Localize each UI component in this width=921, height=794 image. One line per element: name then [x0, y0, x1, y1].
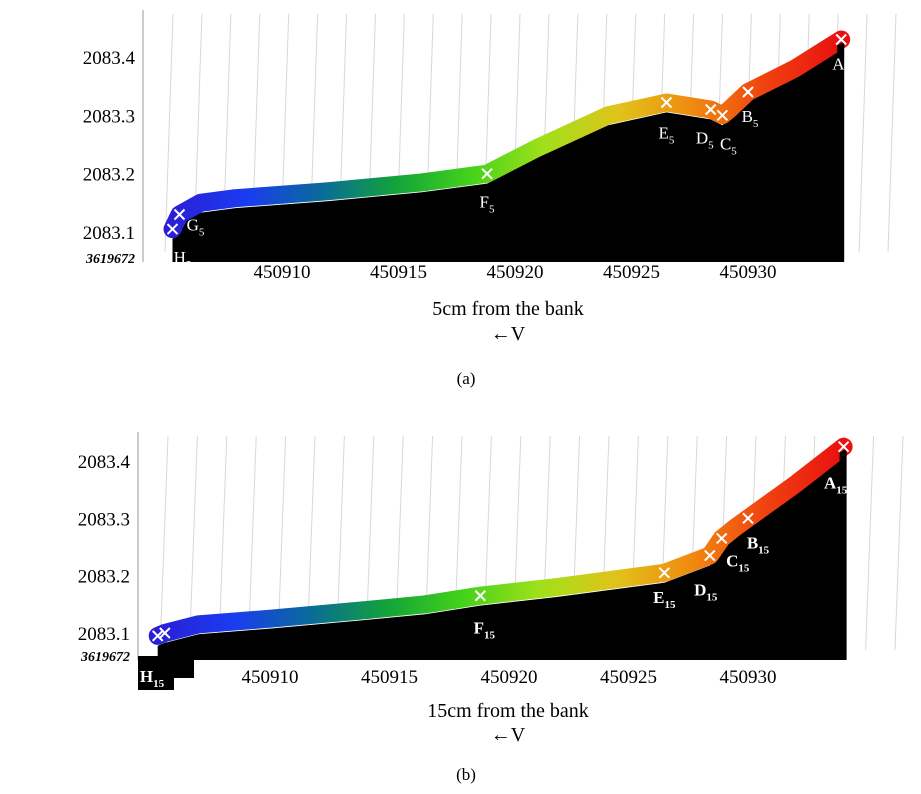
- y-tick-label: 2083.3: [78, 509, 130, 530]
- point-marker-f: [474, 590, 487, 602]
- panel-a: 2083.1 2083.2 2083.3 2083.4 3619672 450910 450…: [83, 10, 897, 388]
- point-label-g: G5: [187, 216, 205, 239]
- y-tick-label: 2083.4: [83, 48, 136, 69]
- gridline: [188, 435, 198, 651]
- point-label-b: B15: [747, 533, 770, 556]
- x-tick-label: 450920: [487, 262, 544, 283]
- point-label-c: C5: [720, 134, 737, 157]
- point-label-e: E5: [659, 124, 675, 147]
- y-tick-label: 2083.3: [83, 106, 135, 127]
- point-label-a: A5: [832, 55, 850, 78]
- panel-caption: (a): [457, 369, 476, 388]
- h-label-box: [138, 656, 174, 690]
- surface-body: [172, 49, 842, 263]
- y-tick-label: 2083.2: [78, 567, 130, 588]
- point-label-e: E15: [653, 588, 676, 611]
- point-marker-b: [742, 512, 754, 525]
- gridline: [887, 13, 897, 253]
- x-tick-label: 450930: [720, 667, 777, 688]
- point-marker-a: [837, 440, 850, 453]
- point-label-a: A15: [824, 474, 848, 497]
- panel-b: 2083.1 2083.2 2083.3 2083.4 3619672 450910 450…: [78, 432, 904, 784]
- surface-side: [837, 41, 845, 262]
- panel-caption: (b): [456, 765, 476, 784]
- point-label-d: D5: [696, 129, 714, 152]
- gridline: [164, 13, 174, 253]
- x-tick-label: 450915: [361, 667, 418, 688]
- x-tick-label: 450910: [254, 262, 311, 283]
- x-tick-label: 450925: [603, 262, 660, 283]
- x-tick-label: 450920: [481, 667, 538, 688]
- point-marker-a: [835, 33, 847, 46]
- gridline: [159, 435, 169, 651]
- x-tick-label: 450930: [720, 262, 777, 283]
- point-label-f: F15: [474, 619, 496, 642]
- y-tick-label: 2083.4: [78, 452, 131, 473]
- gridline: [865, 435, 875, 651]
- y-tick-label: 2083.2: [83, 165, 135, 186]
- point-marker-f: [481, 167, 493, 180]
- point-label-h: H5: [174, 248, 192, 271]
- x-tick-label: 450925: [600, 667, 657, 688]
- flow-direction-label: ←V: [491, 724, 526, 746]
- surface-side: [839, 448, 847, 660]
- point-label-h: H15: [140, 667, 165, 690]
- y-tick-label: 2083.1: [78, 624, 130, 645]
- surface-body: [157, 456, 844, 660]
- point-marker-d: [705, 103, 717, 116]
- x-tick-label: 450910: [242, 667, 299, 688]
- x-axis-label: 5cm from the bank: [432, 298, 584, 320]
- point-marker-e: [658, 567, 671, 579]
- point-marker-h: [151, 630, 164, 642]
- y-tick-label: 2083.1: [83, 223, 135, 244]
- point-marker-b: [742, 86, 754, 98]
- point-marker-d: [704, 549, 716, 562]
- gridline: [894, 435, 904, 651]
- y-origin-label: 3619672: [85, 252, 135, 267]
- g-label-box: [174, 656, 194, 678]
- point-label-d: D15: [694, 581, 718, 604]
- point-marker-h: [166, 223, 179, 235]
- x-axis-label: 15cm from the bank: [427, 700, 589, 722]
- point-label-b: B5: [742, 107, 759, 130]
- y-origin-label: 3619672: [80, 650, 130, 665]
- point-marker-c: [716, 109, 729, 122]
- surface-band: [163, 30, 851, 239]
- point-label-c: C15: [726, 551, 750, 574]
- point-marker-g: [159, 627, 171, 639]
- point-marker-e: [660, 96, 673, 109]
- point-label-f: F5: [480, 193, 495, 216]
- point-marker-c: [716, 532, 728, 545]
- x-tick-label: 450915: [370, 262, 427, 283]
- gridline: [858, 13, 868, 253]
- point-marker-g: [173, 208, 186, 221]
- flow-direction-label: ←V: [491, 323, 526, 345]
